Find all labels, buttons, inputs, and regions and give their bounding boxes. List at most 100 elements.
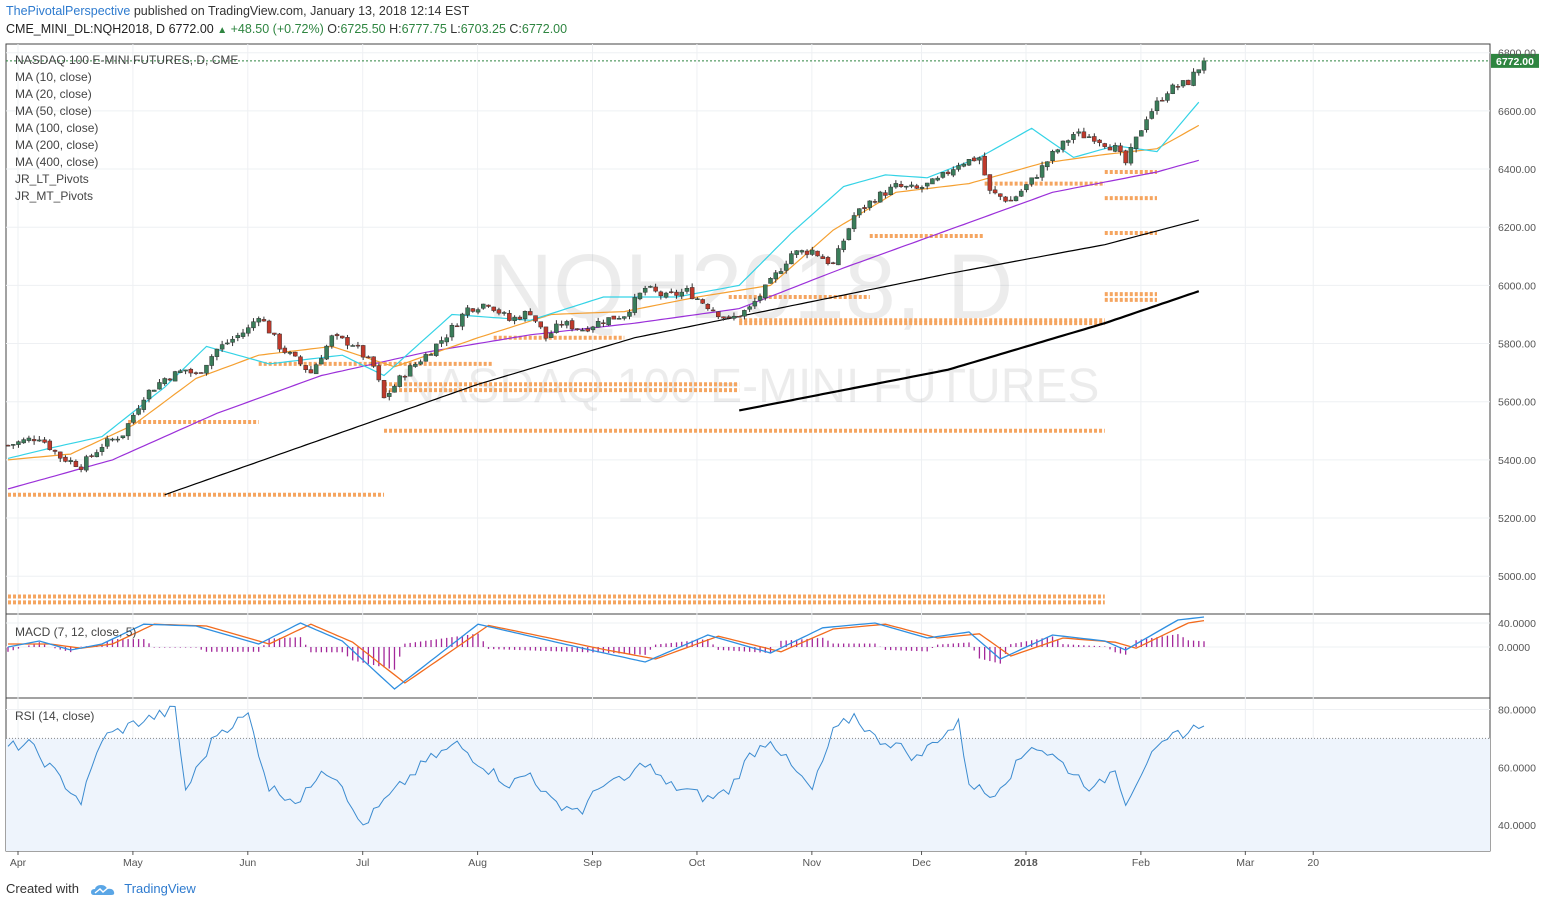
price-badge-label: 6772.00	[1496, 56, 1534, 68]
grid-lines	[6, 44, 1490, 851]
candle-body	[904, 185, 909, 188]
candle-body	[350, 345, 355, 347]
candle-body	[804, 250, 810, 255]
legend-lt-pivots: JR_LT_Pivots	[15, 172, 89, 186]
candle-body	[789, 253, 794, 265]
candle-body	[1133, 136, 1139, 149]
candle-body	[507, 312, 512, 321]
candle-body	[444, 337, 449, 343]
symbol-line: CME_MINI_DL:NQH2018, D 6772.00 ▲ +48.50 …	[6, 22, 567, 36]
macd-signal-line	[8, 619, 1205, 684]
candle-body	[742, 310, 747, 317]
candle-body	[402, 375, 408, 378]
candle-body	[1050, 151, 1055, 161]
candle-body	[381, 380, 387, 399]
candle-body	[183, 369, 188, 372]
candle-body	[522, 311, 528, 320]
candle-body	[272, 332, 277, 335]
candle-body	[449, 324, 455, 338]
candle-body	[731, 315, 737, 319]
candle-body	[841, 240, 846, 250]
candle-body	[73, 460, 79, 467]
candle-body	[371, 356, 376, 367]
candle-body	[575, 328, 580, 330]
candle-body	[413, 363, 418, 367]
candle-body	[763, 284, 768, 299]
candle-body	[663, 292, 669, 298]
candle-body	[1097, 139, 1102, 143]
candle-body	[778, 271, 784, 274]
candle-body	[214, 348, 220, 357]
candle-body	[757, 296, 763, 301]
macd-indicator	[7, 616, 1205, 690]
candle-body	[454, 325, 460, 328]
price-tick-label: 5800.00	[1498, 339, 1536, 351]
candle-body	[783, 263, 789, 271]
close-label: C:	[509, 22, 522, 36]
candle-body	[125, 423, 131, 437]
candle-body	[611, 315, 617, 320]
candle-body	[977, 157, 982, 161]
candle-body	[773, 272, 778, 280]
candle-body	[632, 297, 637, 313]
macd-pane-frame	[5, 613, 1491, 699]
author-link[interactable]: ThePivotalPerspective	[6, 4, 131, 18]
candle-body	[1081, 131, 1087, 139]
candle-body	[883, 192, 888, 196]
pivot-levels	[8, 169, 1157, 605]
candle-body	[313, 364, 319, 375]
price-tick-label: 5200.00	[1498, 513, 1536, 525]
candle-body	[198, 372, 204, 374]
candle-body	[992, 189, 998, 194]
candle-body	[439, 340, 444, 344]
candle-body	[1102, 143, 1108, 147]
price-tick-label: 6200.00	[1498, 222, 1536, 234]
candle-body	[580, 329, 585, 332]
tradingview-link[interactable]: TradingView	[124, 881, 196, 896]
candle-body	[298, 356, 303, 365]
candle-body	[982, 155, 987, 176]
candle-body	[78, 466, 84, 470]
candle-body	[1118, 145, 1123, 153]
candle-body	[716, 311, 721, 318]
candle-body	[825, 257, 831, 265]
candle-body	[21, 439, 26, 444]
candle-body	[10, 444, 16, 446]
candle-body	[219, 344, 225, 350]
candle-body	[971, 157, 977, 162]
open-value: 6725.50	[340, 22, 386, 36]
candle-body	[245, 327, 251, 334]
candle-body	[951, 169, 956, 176]
candle-body	[653, 286, 658, 292]
x-tick-label: Nov	[803, 857, 822, 869]
candle-body	[710, 309, 716, 312]
x-tick-label: Sep	[583, 857, 602, 869]
candle-body	[548, 333, 554, 338]
x-tick-label: May	[123, 857, 144, 869]
candle-body	[387, 393, 392, 397]
price-badge	[1491, 53, 1539, 68]
candle-body	[1154, 100, 1160, 112]
y-axis: 6800.00 6600.00 6400.00 6200.00 6000.00 5800.…	[1498, 48, 1536, 832]
high-value: 6777.75	[401, 22, 447, 36]
candle-body	[648, 286, 653, 288]
candle-body	[1123, 150, 1128, 164]
ma100-line	[164, 219, 1199, 496]
publish-line: ThePivotalPerspective published on Tradi…	[6, 4, 469, 18]
candle-body	[292, 351, 298, 357]
candle-body	[1112, 145, 1118, 152]
rsi-line	[7, 705, 1205, 826]
candle-body	[52, 449, 58, 452]
candle-body	[418, 361, 423, 365]
candle-body	[564, 321, 570, 326]
candle-body	[1029, 177, 1034, 185]
candle-body	[63, 456, 68, 462]
candle-body	[1092, 136, 1097, 142]
candle-body	[642, 287, 648, 293]
candle-body	[1170, 84, 1175, 94]
high-label: H:	[389, 22, 402, 36]
candle-body	[5, 444, 11, 447]
candle-body	[204, 364, 209, 374]
candle-body	[376, 365, 382, 381]
